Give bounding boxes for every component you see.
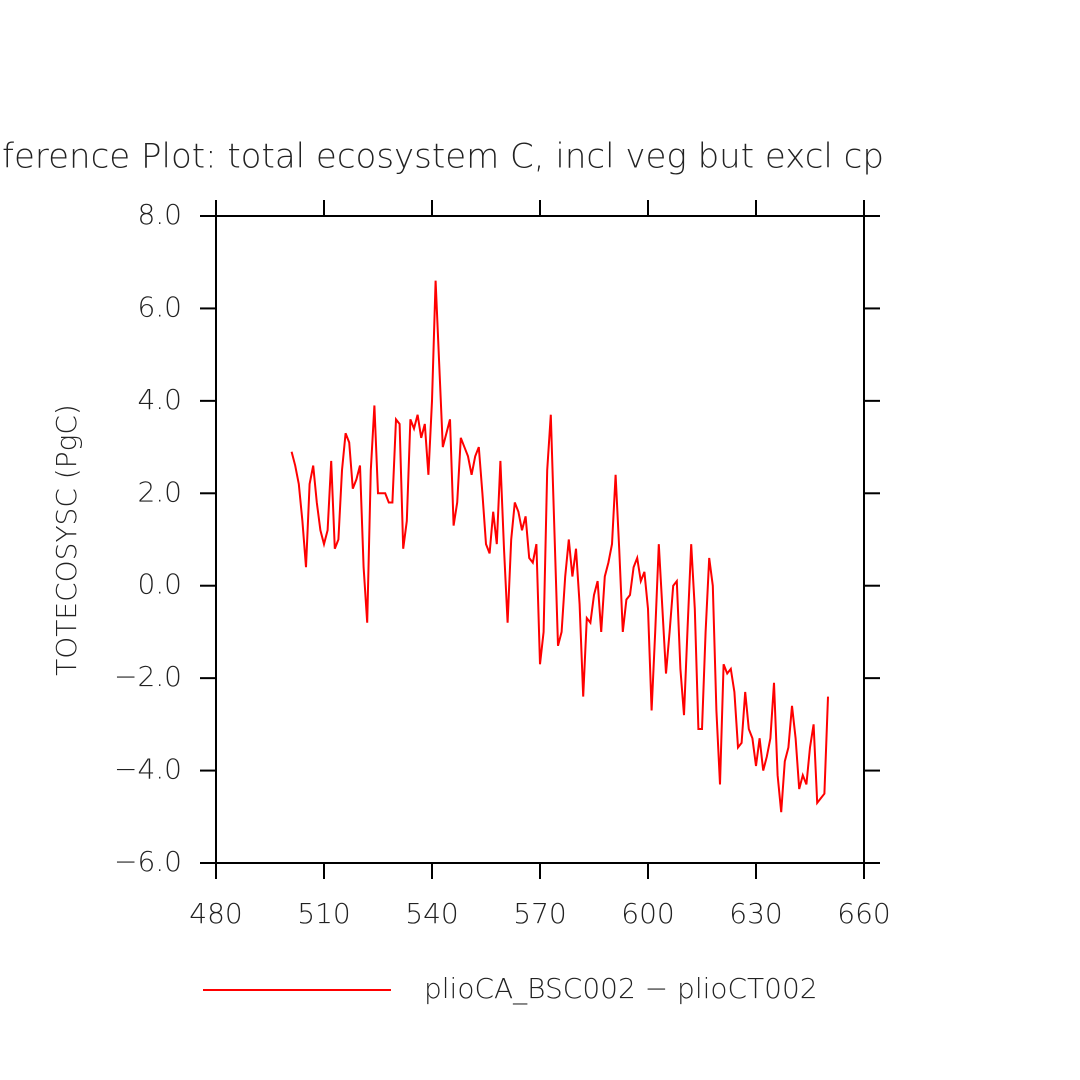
chart-title: ference Plot: total ecosystem C, incl ve… [2, 137, 884, 177]
legend-label: plioCA_BSC002 − plioCT002 [424, 972, 818, 1006]
x-tick-label: 630 [729, 897, 782, 930]
y-tick-label: 4.0 [137, 383, 182, 416]
x-tick-label: 510 [297, 897, 350, 930]
x-tick-label: 660 [837, 897, 890, 930]
y-axis-label: TOTECOSYSC (PgC) [50, 404, 83, 676]
x-tick-label: 540 [405, 897, 458, 930]
y-tick-label: 8.0 [137, 198, 182, 231]
y-tick-label: 6.0 [137, 290, 182, 323]
y-tick-label: 0.0 [137, 568, 182, 601]
x-tick-label: 570 [513, 897, 566, 930]
data-line [290, 280, 829, 813]
y-tick-label: −6.0 [114, 845, 182, 878]
plot-frame [215, 215, 865, 864]
y-tick-label: 2.0 [137, 475, 182, 508]
y-tick-label: −2.0 [114, 660, 182, 693]
x-tick-label: 480 [189, 897, 242, 930]
y-tick-label: −4.0 [114, 753, 182, 786]
x-tick-label: 600 [621, 897, 674, 930]
